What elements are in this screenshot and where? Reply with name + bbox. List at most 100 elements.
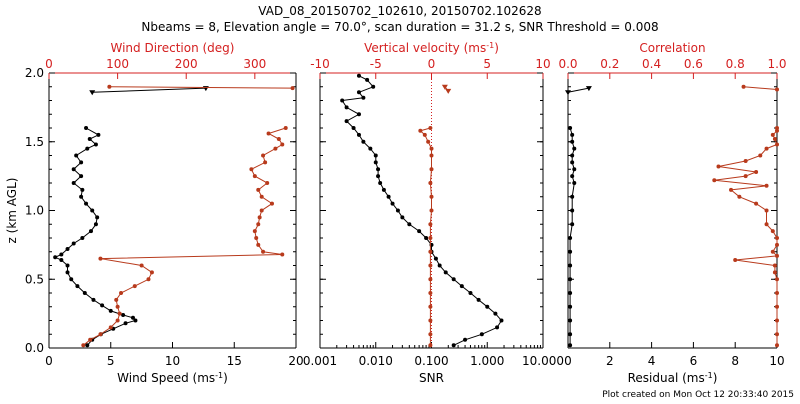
right-series-2-point — [775, 291, 779, 295]
right-series-2-point — [716, 164, 721, 169]
middle-xtick-label: 0.100 — [414, 354, 448, 368]
left-series-2-point — [256, 187, 261, 192]
right-series-2-point — [775, 343, 779, 348]
left-series-0-point — [100, 303, 105, 308]
middle-series-0-point — [344, 105, 349, 110]
left-series-0-line — [53, 127, 137, 346]
left-series-0-point — [80, 187, 85, 192]
left-series-0-point — [74, 153, 79, 158]
left-series-3-point — [107, 84, 112, 89]
middle-series-0-point — [381, 187, 386, 192]
right-series-2-point — [733, 258, 738, 262]
middle-series-1-point — [428, 249, 433, 254]
right-series-2-point — [775, 236, 779, 240]
left-series-0-point — [65, 263, 70, 268]
middle-series-1-point — [428, 236, 433, 240]
right-xtick-label: 4 — [648, 354, 656, 368]
left-series-3-point — [290, 86, 295, 91]
right-series-2-point — [775, 242, 779, 247]
right-series-2-point — [775, 128, 779, 133]
right-series-3-point — [775, 87, 779, 92]
left-series-2-point — [132, 284, 137, 289]
left-series-0-point — [108, 308, 113, 313]
left-series-2-point — [263, 160, 268, 165]
right-xlabel-top: Correlation — [639, 41, 705, 55]
middle-series-1-point — [429, 146, 434, 151]
right-series-0-point — [570, 153, 575, 158]
left-series-2-point — [280, 142, 285, 147]
middle-series-0-point — [485, 304, 490, 309]
left-series-0-point — [79, 174, 84, 179]
left-series-0-point — [133, 318, 138, 323]
left-series-0-point — [87, 137, 92, 141]
left-series-2-point — [249, 167, 254, 172]
left-series-0-point — [71, 181, 76, 185]
middle-series-0-point — [351, 126, 356, 130]
middle-series-0-point — [463, 337, 468, 342]
middle-series-0-point — [476, 297, 481, 302]
right-series-2-point — [772, 263, 777, 268]
left-series-2-point — [265, 181, 270, 185]
right-series-0-point — [568, 263, 573, 268]
left-series-2-point — [280, 252, 285, 257]
middle-xlabel-bottom: SNR — [419, 371, 444, 385]
left-series-2-point — [88, 337, 93, 342]
middle-top-tick-label: 10 — [535, 57, 550, 71]
left-series-0-point — [91, 297, 96, 302]
left-series-0-point — [71, 241, 76, 246]
left-series-0-point — [53, 255, 58, 260]
left-ytick-label: 1.5 — [25, 135, 44, 149]
middle-series-1-point — [428, 318, 433, 323]
middle-series-0-point — [373, 153, 378, 158]
right-series-2-point — [754, 201, 759, 206]
middle-xtick-label: 1.000 — [470, 354, 504, 368]
left-series-2-point — [252, 174, 257, 179]
middle-series-0-point — [368, 146, 373, 151]
left-series-0-point — [121, 313, 126, 317]
right-series-2-point — [770, 132, 775, 137]
right-series-0-point — [568, 249, 573, 254]
middle-series-0-point — [344, 119, 349, 124]
middle-top-tick-label: 5 — [483, 57, 491, 71]
left-series-2-point — [117, 311, 122, 316]
right-series-2-point — [770, 229, 775, 234]
left-series-0-point — [85, 146, 90, 151]
right-series-2-point — [754, 170, 759, 174]
middle-series-0-line — [341, 75, 503, 346]
middle-series-1-point — [426, 139, 431, 144]
middle-series-0-point — [424, 236, 429, 240]
right-series-3-line — [743, 86, 778, 90]
right-xtick-label: 6 — [690, 354, 698, 368]
right-series-0-point — [570, 160, 575, 165]
right-series-2-point — [770, 249, 775, 254]
middle-series-1-point — [428, 277, 433, 282]
right-series-0-point — [570, 208, 575, 213]
right-xtick-label: 0 — [564, 354, 572, 368]
left-ytick-label: 1.0 — [25, 204, 44, 218]
left-series-2-point — [276, 137, 281, 141]
middle-series-1-point — [428, 222, 433, 227]
left-series-2-point — [108, 325, 113, 330]
left-series-0-point — [65, 247, 70, 251]
left-xtick-label: 5 — [107, 354, 115, 368]
right-series-2-point — [712, 178, 717, 183]
left-series-2-point — [256, 242, 261, 247]
middle-series-0-point — [356, 112, 361, 117]
middle-series-0-point — [365, 77, 370, 82]
right-series-2-point — [775, 253, 779, 258]
right-series-0-point — [568, 126, 573, 130]
left-series-2-point — [81, 343, 86, 348]
middle-series-0-point — [356, 90, 361, 95]
left-series-0-point — [69, 277, 74, 282]
middle-series-0-point — [395, 208, 400, 213]
middle-series-0-point — [468, 291, 473, 295]
middle-series-0-point — [459, 284, 464, 289]
middle-series-1-point — [428, 181, 433, 185]
middle-series-1-point — [418, 128, 423, 133]
left-xtick-label: 15 — [227, 354, 242, 368]
plot-created-note: Plot created on Mon Oct 12 20:33:40 2015 — [602, 390, 794, 400]
right-top-tick-label: 0.4 — [642, 57, 661, 71]
left-series-0-point — [85, 343, 90, 348]
right-series-0-point — [570, 139, 575, 144]
